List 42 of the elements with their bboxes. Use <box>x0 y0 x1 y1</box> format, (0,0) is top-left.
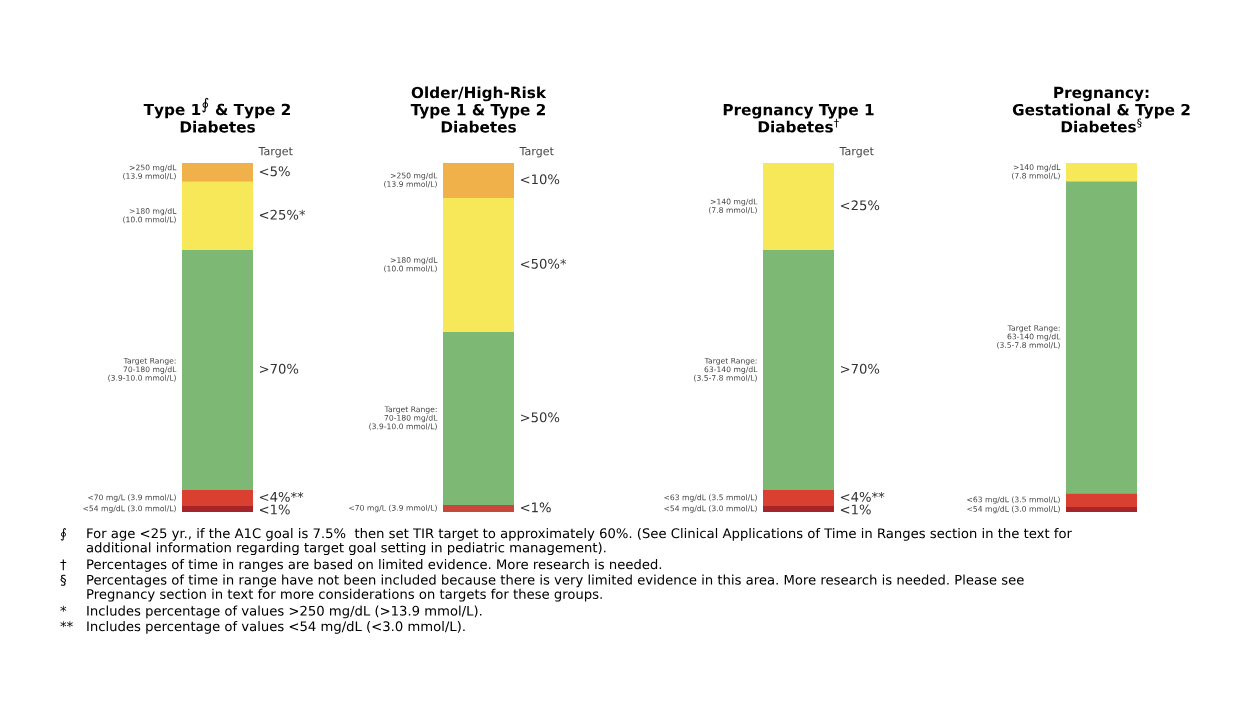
text: >50% <box>520 412 560 423</box>
bar <box>763 490 834 507</box>
text: Target <box>258 147 293 158</box>
text: ∮ For age <25 yr., if the A1C goal is 7.5% then set TIR target to approximately 60%. (See Clinical Applications of Time in Ranges section in the text for additional information regarding target goal setting in pediatric management). <box>60 528 1072 556</box>
chart-title: Pregnancy: Gestational & Type 2 Diabetes$^{§}$ <box>1012 86 1190 133</box>
bar <box>1066 493 1137 508</box>
bar <box>182 181 253 250</box>
text: <4%** <box>840 491 885 502</box>
text: <1% <box>840 504 871 515</box>
bar <box>1066 163 1137 182</box>
bar <box>763 506 834 512</box>
text: <50%* <box>520 258 567 269</box>
text: <5% <box>259 166 290 177</box>
text: <10% <box>520 174 560 185</box>
text: Target <box>839 147 874 158</box>
bar <box>1066 507 1137 512</box>
text: § Percentages of time in range have not been included because there is very limited evidence in this area. More research is needed. Please see Pregnancy section in text for more considerations on targets for these groups. <box>60 574 1024 602</box>
bar <box>443 163 514 198</box>
text: >70% <box>259 363 299 374</box>
bar <box>182 506 253 512</box>
bar <box>443 197 514 332</box>
text: <25% <box>840 200 880 211</box>
bar <box>443 505 514 512</box>
bar <box>443 331 514 506</box>
bar <box>763 249 834 491</box>
bar <box>1066 181 1137 494</box>
chart-title: Older/High-Risk Type 1 & Type 2 Diabetes <box>410 86 547 133</box>
text: <4%** <box>259 491 304 502</box>
bar <box>182 249 253 491</box>
text: <1% <box>259 504 290 515</box>
text: Target <box>519 147 554 158</box>
text: † Percentages of time in ranges are based on limited evidence. More research is needed. <box>60 559 662 572</box>
text: <1% <box>520 502 551 513</box>
text: >70% <box>840 363 880 374</box>
chart-title: Pregnancy Type 1 Diabetes$^{†}$ <box>723 104 874 133</box>
bar <box>763 163 834 250</box>
text: <25%* <box>259 209 306 220</box>
chart-title: Type 1$^{∮}$ & Type 2 Diabetes <box>143 97 290 133</box>
text: ** Includes percentage of values <54 mg/dL (<3.0 mmol/L). <box>60 621 465 634</box>
text: * Includes percentage of values >250 mg/dL (>13.9 mmol/L). <box>60 605 482 619</box>
bar <box>182 163 253 182</box>
bar <box>182 490 253 507</box>
